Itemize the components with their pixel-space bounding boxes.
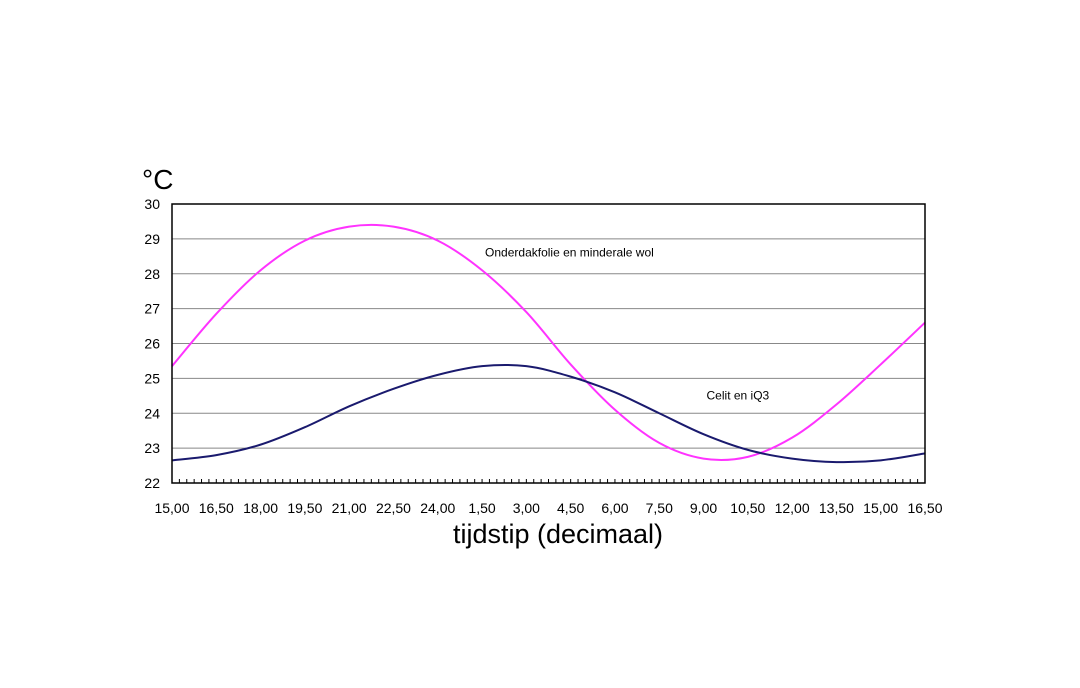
x-tick-label: 10,50 — [730, 500, 765, 516]
x-tick-label: 15,00 — [863, 500, 898, 516]
y-tick-label: 25 — [144, 370, 160, 386]
x-tick-labels: 15,00 16,50 18,00 19,50 21,00 22,50 24,00 1,50 3… — [154, 500, 942, 516]
y-tick-label: 22 — [144, 475, 160, 491]
x-tick-label: 9,00 — [690, 500, 717, 516]
y-tick-label: 28 — [144, 266, 160, 282]
x-tick-label: 3,00 — [513, 500, 540, 516]
x-tick-label: 7,50 — [646, 500, 673, 516]
x-tick-label: 19,50 — [287, 500, 322, 516]
y-tick-label: 27 — [144, 301, 160, 317]
y-tick-label: 29 — [144, 231, 160, 247]
x-tick-label: 1,50 — [468, 500, 495, 516]
y-axis-label: °C — [142, 164, 173, 195]
annotation-label: Celit en iQ3 — [707, 388, 770, 402]
y-tick-label: 24 — [144, 405, 160, 421]
plot-frame — [171, 203, 926, 484]
annotation-label: Onderdakfolie en minderale wol — [485, 245, 654, 259]
x-tick-label: 4,50 — [557, 500, 584, 516]
x-tick-label: 15,00 — [154, 500, 189, 516]
x-tick-label: 16,50 — [907, 500, 942, 516]
x-tick-label: 18,00 — [243, 500, 278, 516]
x-tick-label: 13,50 — [819, 500, 854, 516]
x-axis-label: tijdstip (decimaal) — [453, 519, 663, 549]
y-tick-label: 30 — [144, 196, 160, 212]
y-tick-label: 23 — [144, 440, 160, 456]
x-tick-label: 12,00 — [775, 500, 810, 516]
series-lines — [171, 223, 926, 464]
series-line-1 — [171, 223, 926, 461]
x-tick-label: 6,00 — [601, 500, 628, 516]
x-tick-label: 16,50 — [199, 500, 234, 516]
y-tick-labels: 22 23 24 25 26 27 28 29 30 — [144, 196, 160, 491]
annotations: Onderdakfolie en minderale wol Celit en i… — [485, 245, 769, 402]
x-tick-label: 22,50 — [376, 500, 411, 516]
y-tick-label: 26 — [144, 336, 160, 352]
series-line-2 — [171, 363, 926, 464]
x-tick-label: 24,00 — [420, 500, 455, 516]
x-tick-label: 21,00 — [332, 500, 367, 516]
